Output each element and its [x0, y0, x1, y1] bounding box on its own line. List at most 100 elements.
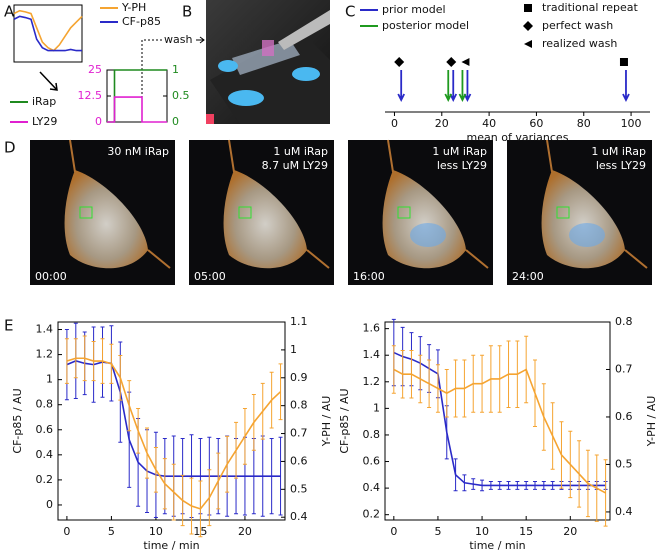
x-tick-label: 40	[482, 117, 496, 130]
x-tick-label: 10	[475, 525, 489, 538]
error-bar	[488, 480, 493, 490]
legend-label: posterior model	[382, 19, 469, 32]
y-tick-label: 25	[88, 63, 102, 76]
error-bar	[118, 354, 123, 401]
y-tick-label: 0.2	[36, 473, 54, 486]
frame-time: 16:00	[353, 270, 385, 283]
error-bar	[435, 364, 440, 413]
series-line	[13, 15, 82, 52]
plot-frame	[57, 321, 286, 521]
error-bar	[515, 340, 520, 408]
error-bar	[462, 359, 467, 418]
process	[546, 139, 648, 269]
x-tick-label: 20	[435, 117, 449, 130]
error-bar	[207, 469, 212, 527]
error-bar	[127, 380, 132, 432]
cell	[382, 170, 466, 269]
annotation: wash	[164, 33, 192, 46]
y-tick-label: 0.4	[36, 448, 54, 461]
y2-axis-label: Y-PH / AU	[320, 396, 333, 448]
frame-time: 24:00	[512, 270, 544, 283]
frame-condition: 1 uM iRap	[591, 145, 646, 158]
y2-tick-label: 0.7	[615, 362, 633, 375]
y2-axis-label: Y-PH / AU	[645, 396, 658, 448]
series-line	[107, 96, 167, 123]
y2-tick-label: 0.6	[615, 410, 633, 423]
error-bar	[234, 421, 239, 479]
error-bar	[462, 474, 467, 492]
legend-label: CF-p85	[122, 15, 161, 28]
error-bar	[480, 354, 485, 413]
error-bar	[391, 345, 396, 394]
x-axis-label: mean of variances	[467, 131, 569, 144]
panel-label: E	[4, 317, 13, 335]
y-tick-label: 1	[46, 373, 53, 386]
y-tick-label: 0.8	[363, 428, 381, 441]
x-tick-label: 20	[563, 525, 577, 538]
legend-swatch	[524, 4, 532, 12]
marker	[461, 58, 470, 66]
x-tick-label: 0	[390, 525, 397, 538]
x-tick-label: 80	[577, 117, 591, 130]
wash-arrow	[196, 36, 205, 44]
x-axis-label: time / min	[143, 539, 199, 551]
error-bar	[541, 480, 546, 490]
error-bar	[91, 341, 96, 382]
panel-label: B	[182, 3, 192, 21]
x-axis-label: time / min	[469, 539, 525, 551]
series-line	[13, 9, 83, 52]
model-arrow	[444, 70, 453, 103]
marker	[619, 58, 628, 66]
error-bar	[497, 345, 502, 413]
roi	[397, 206, 411, 219]
y-tick-label: 1	[373, 401, 380, 414]
legend-label: LY29	[32, 115, 57, 128]
y-tick-label: 0.6	[363, 455, 381, 468]
error-bar	[278, 436, 283, 516]
x-tick-label: 0	[391, 117, 398, 130]
frame-condition: less LY29	[437, 159, 487, 172]
error-bar	[594, 454, 599, 522]
error-bar	[550, 402, 555, 470]
error-bar	[533, 359, 537, 427]
x-tick-label: 60	[529, 117, 543, 130]
x-tick-label: 15	[519, 525, 533, 538]
error-bar	[82, 335, 87, 382]
error-bar	[550, 480, 555, 490]
error-bar	[541, 383, 546, 451]
model-arrow	[458, 70, 467, 103]
frame-time: 05:00	[194, 270, 226, 283]
process	[228, 139, 330, 269]
error-bar	[506, 340, 511, 408]
legend-swatch	[523, 21, 533, 31]
error-bar	[568, 430, 573, 499]
error-bar	[488, 345, 493, 413]
x-tick-label: 5	[108, 525, 115, 538]
y2-tick-label: 0.5	[615, 457, 633, 470]
y-tick-label: 0.8	[36, 398, 54, 411]
marker	[446, 57, 457, 67]
error-bar	[269, 371, 274, 429]
error-bar	[278, 363, 283, 421]
error-bar	[109, 343, 114, 384]
legend-label: traditional repeat	[542, 1, 639, 14]
error-bar	[153, 446, 158, 493]
y-tick-label: 0.6	[36, 423, 54, 436]
series-line	[107, 69, 167, 123]
error-bar	[189, 477, 194, 535]
error-bar	[100, 338, 105, 384]
frame-condition: less LY29	[596, 159, 646, 172]
error-bar	[533, 480, 537, 490]
arrow	[39, 71, 58, 91]
photo-b	[206, 0, 330, 124]
error-bar	[136, 407, 141, 454]
x-tick-label: 100	[621, 117, 642, 130]
error-bar	[497, 480, 502, 490]
error-bar	[225, 435, 230, 493]
legend-label: Y-PH	[121, 1, 146, 14]
cell	[223, 170, 307, 269]
error-bar	[506, 480, 511, 490]
frame-condition: 1 uM iRap	[432, 145, 487, 158]
y2-tick-label: 0.5	[290, 482, 308, 495]
